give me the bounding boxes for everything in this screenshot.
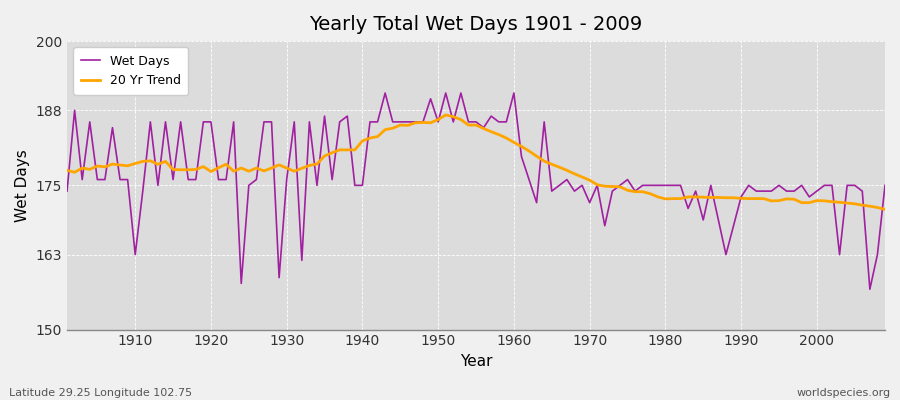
20 Yr Trend <box>516 144 526 149</box>
Text: worldspecies.org: worldspecies.org <box>796 388 891 398</box>
20 Yr Trend <box>334 148 345 152</box>
X-axis label: Year: Year <box>460 354 492 369</box>
Wet Days <box>61 189 72 194</box>
Line: 20 Yr Trend: 20 Yr Trend <box>67 115 885 210</box>
Wet Days <box>289 120 300 124</box>
Wet Days <box>865 287 876 292</box>
20 Yr Trend <box>289 169 300 174</box>
Text: Latitude 29.25 Longitude 102.75: Latitude 29.25 Longitude 102.75 <box>9 388 192 398</box>
Wet Days <box>122 177 133 182</box>
20 Yr Trend <box>607 184 617 189</box>
20 Yr Trend <box>879 207 890 212</box>
Wet Days <box>516 154 526 159</box>
20 Yr Trend <box>122 163 133 168</box>
Line: Wet Days: Wet Days <box>67 93 885 289</box>
Legend: Wet Days, 20 Yr Trend: Wet Days, 20 Yr Trend <box>73 47 188 95</box>
20 Yr Trend <box>440 112 451 117</box>
Wet Days <box>380 91 391 96</box>
Wet Days <box>508 91 519 96</box>
Wet Days <box>879 183 890 188</box>
20 Yr Trend <box>61 168 72 173</box>
20 Yr Trend <box>508 140 519 145</box>
Wet Days <box>607 189 617 194</box>
Title: Yearly Total Wet Days 1901 - 2009: Yearly Total Wet Days 1901 - 2009 <box>310 15 643 34</box>
Wet Days <box>334 120 345 124</box>
Y-axis label: Wet Days: Wet Days <box>15 149 30 222</box>
